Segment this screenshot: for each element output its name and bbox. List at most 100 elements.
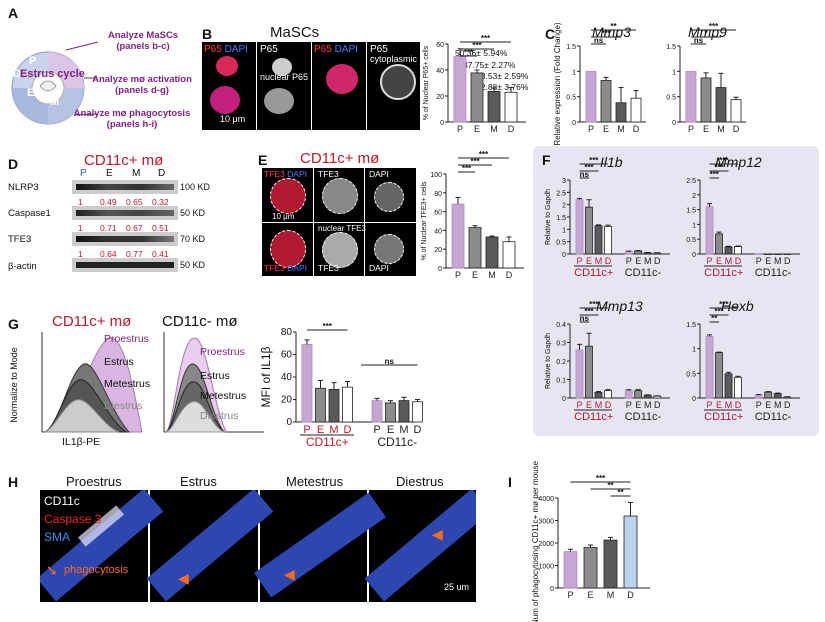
e-label-tfe3-3: TFE3 (264, 263, 285, 273)
y-tick-label: 2 (562, 203, 566, 210)
bar-B-0 (453, 56, 467, 123)
h-arrow-icon-diestrus: ◀ (432, 526, 443, 542)
x-tick-label: D (506, 270, 513, 280)
bar-F-Mmp13-7 (653, 395, 662, 399)
sig-label: *** (462, 164, 472, 173)
h-arrow-icon: ➘ (46, 562, 58, 578)
x-tick-label: E (765, 256, 771, 266)
g-neg-phase-diestrus: Diestrus (200, 410, 239, 422)
sig-label: *** (601, 29, 611, 38)
b-label-cyto: cytoplasmic P65 (370, 54, 420, 64)
x-tick-label: D (508, 124, 515, 134)
sig-label: * (704, 29, 708, 38)
x-tick-label: M (595, 256, 603, 266)
y-axis-label: % of Nuclear TFE3+ cells (421, 181, 428, 261)
x-tick-label: E (474, 124, 480, 134)
x-tick-label: P (706, 400, 712, 410)
gene-hexb: Hexb (721, 298, 754, 314)
bar-I-1 (583, 547, 598, 589)
band-name-actin: β-actin (8, 261, 37, 272)
group-label-pos: CD11c+ (306, 435, 349, 449)
cycle-title: Estrus cycle (20, 68, 85, 80)
lane-d: D (158, 168, 166, 179)
h-legend-caspase: Caspase 3 (44, 512, 102, 526)
h-phagocytosis-label: phagocytosis (64, 564, 129, 576)
bar-F-Mmp12-2 (724, 246, 733, 255)
sig-label: ** (607, 481, 614, 490)
y-tick-label: 0.5 (566, 95, 576, 102)
y-tick-label: 80 (434, 191, 442, 198)
western-blot: P E M D NLRP3 100 KD 1 0.49 0.65 0.32 Ca… (6, 168, 210, 278)
bar-I-3 (623, 515, 638, 589)
y-tick-label: 1.5 (556, 215, 566, 222)
e-label-dapi: DAPI (287, 169, 307, 179)
y-tick-label: 0.5 (556, 240, 566, 247)
bar-G-1 (315, 387, 326, 423)
bar-F-Hexb-3 (734, 376, 742, 399)
x-tick-label: M (617, 124, 625, 134)
y-tick-label: 0 (692, 396, 696, 403)
x-tick-label: D (733, 124, 740, 134)
micrograph-b: P65 DAPI P65 nuclear P65 P65 DAPI P65 cy… (202, 42, 420, 130)
annotation-activation: Analyze mø activation (panels d-g) (92, 74, 192, 96)
y-tick-label: 20 (281, 395, 293, 406)
e-scale-label: 10 μm (272, 212, 295, 221)
panel-e-title: CD11c+ mø (300, 150, 380, 167)
x-tick-label: D (344, 424, 352, 436)
y-axis-label: Num of phagocytosing CD11c+ mø per mouse (531, 460, 540, 622)
ratio-nlrp3-p: 1 (78, 197, 83, 207)
g-hist-xlabel: IL1β-PE (62, 436, 101, 448)
bar-F-Mmp13-3 (604, 390, 612, 399)
bar-C-Mmp3-3 (630, 97, 642, 123)
bar-F-Il1b-0 (575, 199, 584, 255)
h-phase-estrus: Estrus (180, 474, 217, 489)
band-size-tfe3: 70 KD (180, 234, 206, 244)
bar-F-Il1b-5 (634, 250, 643, 255)
y-tick-label: 60 (281, 350, 293, 361)
bar-C-Mmp9-2 (715, 87, 727, 123)
gene-mmp3: Mmp3 (592, 24, 631, 40)
e-label-tfe3-2: TFE3 (318, 169, 339, 179)
panel-b-title: MaSCs (270, 24, 320, 41)
sig-label: *** (710, 170, 720, 179)
y-tick-label: 3 (562, 178, 566, 185)
y-tick-label: 40 (434, 228, 442, 235)
sig-label: *** (596, 474, 606, 483)
b-label-p65: P65 (204, 44, 222, 55)
x-tick-label: M (490, 124, 498, 134)
panel-label-h: H (8, 474, 19, 490)
micrograph-e: TFE3 DAPI TFE3 DAPI TFE3 DAPI nuclear TF… (262, 168, 416, 276)
ratio-tfe3-d: 0.41 (152, 249, 169, 259)
bar-F-Mmp12-3 (734, 246, 742, 255)
x-tick-label: P (567, 590, 573, 600)
group-label-neg: CD11c- (625, 411, 662, 423)
x-tick-label: D (605, 400, 612, 410)
sig-label: *** (464, 48, 474, 57)
bar-G-3 (342, 386, 353, 423)
bar-C-Mmp3-2 (615, 102, 627, 123)
band-size-caspase1: 50 KD (180, 208, 206, 218)
x-tick-label: P (373, 424, 380, 436)
y-tick-label: 40 (281, 372, 293, 383)
x-tick-label: E (703, 124, 709, 134)
bar-F-Hexb-0 (705, 335, 714, 399)
bar-F-Mmp12-5 (764, 253, 773, 255)
panel-label-i: I (508, 474, 512, 490)
e-label-dapi-3: DAPI (287, 263, 307, 273)
bar-F-Il1b-4 (624, 251, 633, 255)
y-tick-label: 1 (562, 227, 566, 234)
g-phase-metestrus: Metestrus (104, 378, 151, 390)
bar-G-7 (412, 401, 423, 423)
h-phase-proestrus: Proestrus (66, 474, 122, 489)
bar-F-Hexb-2 (724, 373, 733, 399)
flow-histograms (41, 332, 264, 433)
bar-F-Hexb-5 (764, 391, 773, 399)
x-tick-label: P (706, 256, 712, 266)
x-tick-label: E (716, 256, 722, 266)
y-tick-label: 40 (436, 68, 444, 75)
bar-F-Mmp12-7 (783, 253, 792, 255)
sig-label: *** (709, 22, 719, 31)
ratio-nlrp3-m: 0.65 (126, 197, 143, 207)
sig-label: *** (719, 156, 729, 165)
ratio-casp-p: 1 (78, 223, 83, 233)
